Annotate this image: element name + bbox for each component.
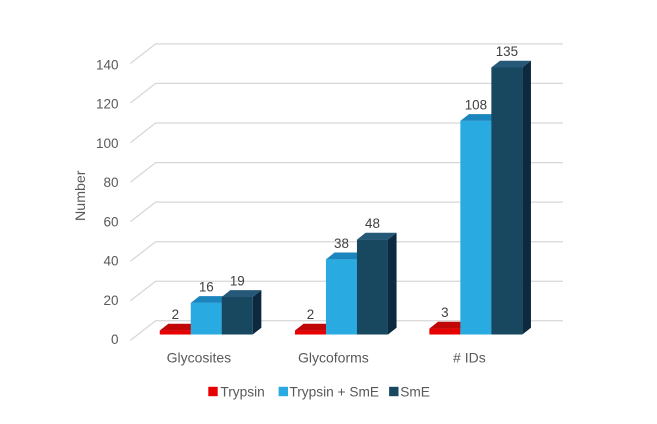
svg-text:0: 0 [111,332,119,347]
svg-text:20: 20 [103,293,118,308]
svg-text:2: 2 [172,307,179,322]
svg-text:# IDs: # IDs [453,350,486,366]
svg-text:60: 60 [103,214,118,229]
svg-text:16: 16 [199,279,214,294]
svg-text:19: 19 [230,273,245,288]
svg-text:SmE: SmE [400,384,430,399]
svg-text:108: 108 [465,97,487,112]
svg-text:Trypsin + SmE: Trypsin + SmE [289,384,379,399]
svg-text:2: 2 [307,307,314,322]
svg-text:80: 80 [103,175,118,190]
svg-text:Glycosites: Glycosites [167,350,232,366]
svg-text:3: 3 [441,305,448,320]
svg-text:40: 40 [103,254,118,269]
svg-text:38: 38 [334,236,349,251]
svg-text:100: 100 [96,136,119,151]
svg-text:120: 120 [96,97,119,112]
svg-text:135: 135 [496,44,518,59]
svg-text:48: 48 [365,216,380,231]
svg-text:Glycoforms: Glycoforms [298,350,369,366]
svg-text:Number: Number [73,170,89,221]
svg-text:Trypsin: Trypsin [220,384,264,399]
svg-text:140: 140 [96,57,119,72]
